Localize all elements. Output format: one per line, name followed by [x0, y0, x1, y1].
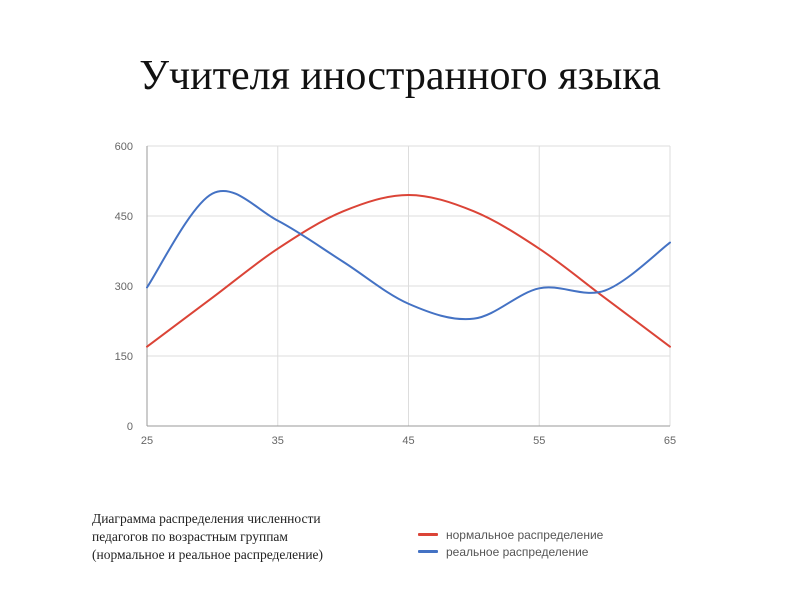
x-tick-label: 55	[533, 435, 545, 447]
x-tick-label: 45	[402, 435, 414, 447]
x-tick-label: 25	[141, 435, 153, 447]
y-tick-label: 600	[115, 141, 133, 153]
series-line-0	[146, 194, 671, 348]
x-tick-label: 65	[664, 435, 676, 447]
chart-grid	[147, 145, 671, 426]
chart-series	[146, 190, 671, 348]
chart-tick-labels: 0 150 300 450 600 25 35 45 55 65	[115, 141, 676, 447]
series-line-1	[146, 190, 671, 321]
legend-swatch	[418, 550, 438, 553]
legend-label: нормальное распределение	[446, 527, 604, 542]
caption-line: педагогов по возрастным группам	[92, 529, 288, 544]
legend-swatch	[418, 533, 438, 536]
y-tick-label: 150	[115, 351, 133, 363]
chart-legend: нормальное распределение реальное распре…	[418, 526, 603, 560]
y-tick-label: 450	[115, 211, 133, 223]
chart-caption: Диаграмма распределения численности педа…	[92, 510, 392, 564]
legend-label: реальное распределение	[446, 544, 589, 559]
legend-item-normal: нормальное распределение	[418, 526, 603, 543]
y-tick-label: 0	[127, 421, 133, 433]
x-tick-label: 35	[272, 435, 284, 447]
slide-title: Учителя иностранного языка	[139, 53, 661, 99]
caption-line: (нормальное и реальное распределение)	[92, 547, 324, 562]
caption-line: Диаграмма распределения численности	[92, 511, 321, 526]
y-tick-label: 300	[115, 281, 133, 293]
legend-item-real: реальное распределение	[418, 543, 603, 560]
